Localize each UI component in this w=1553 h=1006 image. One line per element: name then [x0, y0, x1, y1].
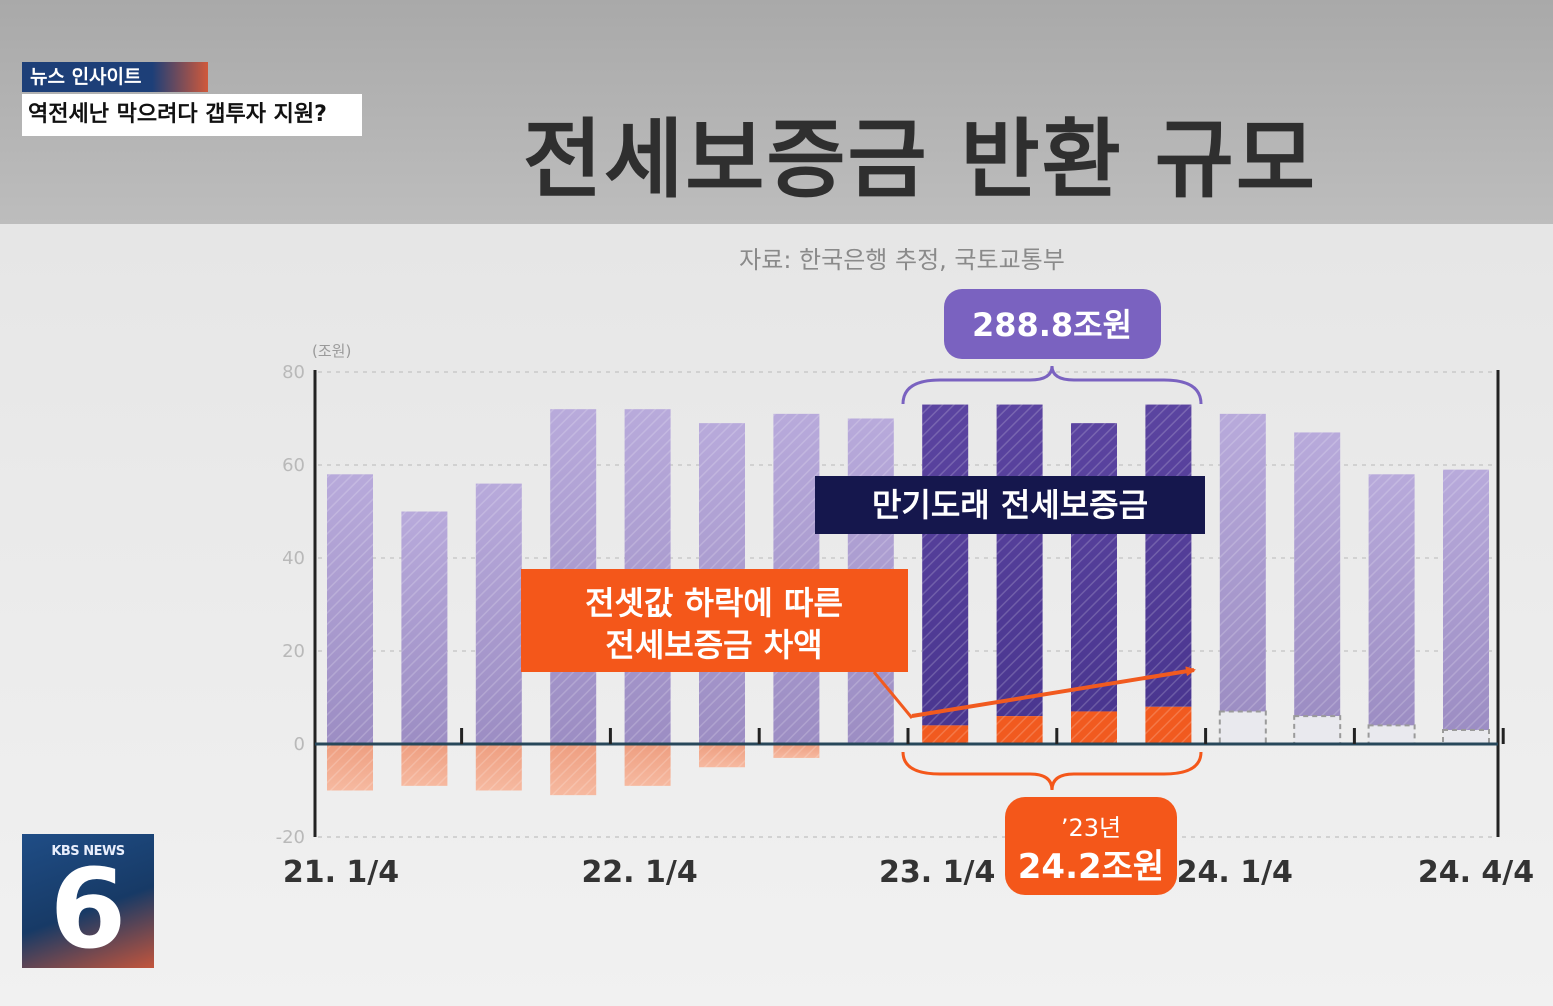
y-tick-label: 80	[282, 362, 305, 383]
trend-arrow	[911, 666, 1196, 718]
x-axis-labels: 21. 1/4 22. 1/4 23. 1/4 24. 1/4 24. 4/4	[283, 855, 1534, 890]
bar-hatch	[1071, 711, 1117, 744]
total-bracket	[901, 365, 1203, 405]
chart-title: 전세보증금 반환 규모	[523, 110, 1317, 210]
y-tick-label: 20	[282, 641, 305, 662]
kbs-news-logo: KBS NEWS 6	[22, 834, 154, 968]
year-bracket	[901, 751, 1203, 791]
series-label-box	[815, 476, 1205, 534]
y-tick-label: -20	[276, 827, 305, 848]
x-tick-label: 22. 1/4	[581, 855, 697, 890]
total-label: 288.8조원	[972, 306, 1132, 344]
difference-label-box	[521, 569, 908, 672]
x-axis-tick-marks	[460, 728, 1505, 744]
bar-hatch	[401, 511, 448, 744]
bar-deposit-gap-forecast	[1218, 710, 1267, 746]
bar-hatch	[550, 744, 597, 796]
year-label-badge	[1005, 797, 1177, 895]
bar-hatch	[624, 744, 671, 786]
bar-hatch	[327, 744, 373, 791]
series-label: 만기도래 전세보증금	[872, 486, 1148, 524]
y-axis-unit: (조원)	[312, 342, 351, 360]
total-label-badge	[944, 289, 1161, 359]
difference-pointer-line	[872, 671, 914, 719]
bar-hatch	[1443, 469, 1489, 731]
y-tick-label: 0	[294, 734, 305, 755]
bar-chart: 자료: 한국은행 추정, 국토교통부 (조원) 80 60 40 20 0 -20 21.…	[276, 246, 1534, 895]
bar-hatch	[1368, 474, 1415, 726]
bar-hatch	[773, 744, 820, 758]
bar-hatch	[922, 404, 969, 726]
bar-hatch	[1294, 432, 1341, 717]
logo-brand-text: KBS NEWS	[51, 844, 125, 859]
bar-hatch	[1219, 413, 1266, 712]
bar-hatch	[922, 725, 969, 744]
bar-hatch	[475, 483, 522, 744]
bar-hatch	[996, 716, 1043, 744]
bars	[327, 404, 1490, 796]
news-headline: 역전세난 막으려다 갭투자 지원?	[22, 94, 362, 136]
x-tick-label: 24. 4/4	[1418, 855, 1534, 890]
bar-deposit-gap-forecast	[1367, 724, 1416, 746]
x-tick-label: 23. 1/4	[879, 855, 995, 890]
difference-label-line2: 전세보증금 차액	[605, 626, 822, 664]
bar-hatch	[327, 474, 373, 744]
logo-number: 6	[49, 845, 127, 973]
bar-hatch	[1145, 706, 1192, 744]
bar-hatch	[996, 404, 1043, 717]
bar-hatch	[1145, 404, 1192, 707]
bar-hatch	[401, 744, 448, 786]
difference-label-line1: 전셋값 하락에 따른	[585, 584, 843, 622]
news-program-tag: 뉴스 인사이트	[22, 62, 208, 92]
year-label-line2: 24.2조원	[1018, 847, 1164, 887]
x-tick-label: 24. 1/4	[1177, 855, 1293, 890]
bar-hatch	[475, 744, 522, 791]
bar-hatch	[1071, 423, 1117, 712]
bar-hatch	[699, 744, 745, 768]
bar-deposit-gap-forecast	[1293, 715, 1342, 745]
bar-deposit-gap-forecast	[1442, 729, 1490, 745]
x-tick-label: 21. 1/4	[283, 855, 399, 890]
y-axis-ticks: 80 60 40 20 0 -20	[276, 362, 305, 848]
chart-source: 자료: 한국은행 추정, 국토교통부	[739, 246, 1065, 274]
year-label-line1: ’23년	[1061, 814, 1121, 842]
y-tick-label: 40	[282, 548, 305, 569]
y-tick-label: 60	[282, 455, 305, 476]
